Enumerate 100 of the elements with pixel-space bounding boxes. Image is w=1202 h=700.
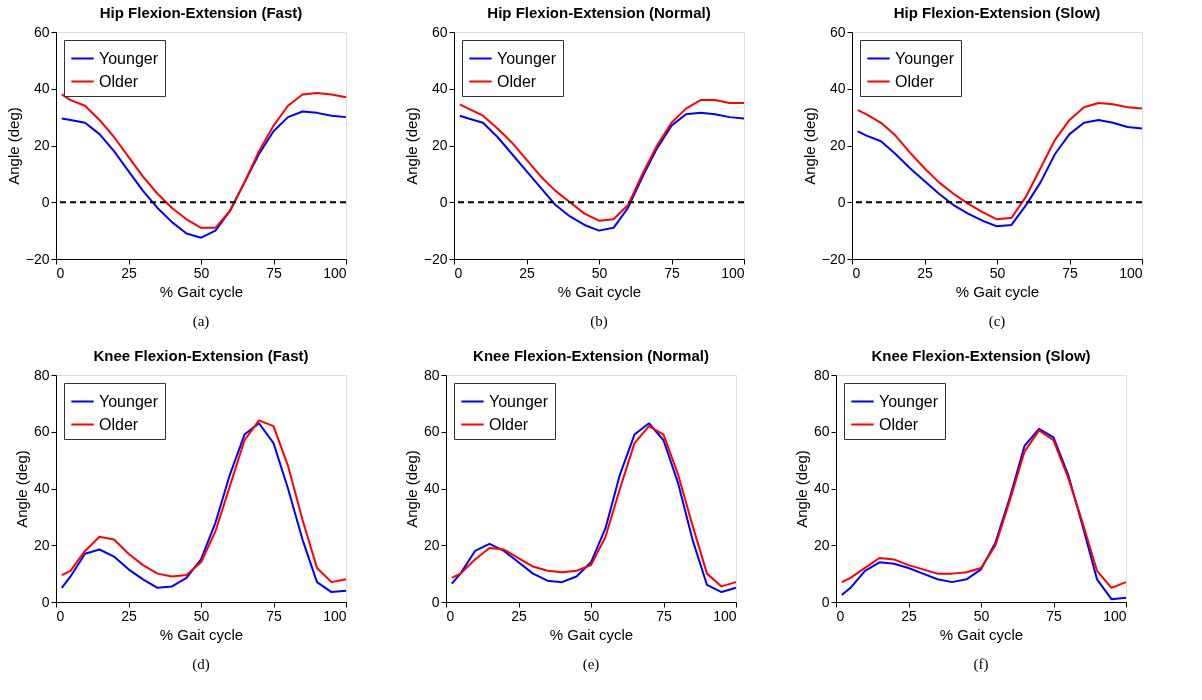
y-tick-label: 40	[431, 80, 448, 97]
y-tick-label: 60	[829, 23, 846, 40]
y-tick-label: 20	[431, 137, 448, 153]
x-tick-label: 25	[511, 607, 527, 624]
x-tick-label: 50	[989, 264, 1006, 281]
text: (b)	[590, 313, 608, 330]
x-tick-label: 75	[1046, 607, 1062, 624]
text: (e)	[582, 656, 600, 673]
line-series	[458, 99, 745, 222]
x-tick-label: 100	[713, 607, 737, 624]
y-tick-label: 80	[33, 366, 50, 383]
y-tick-label: 0	[41, 593, 50, 610]
line-series	[60, 110, 347, 239]
y-tick-label: 20	[33, 536, 50, 553]
legend-label: Younger	[489, 392, 549, 410]
legend-label: Younger	[895, 49, 955, 67]
x-tick-label: 100	[323, 607, 347, 624]
text: (f)	[973, 656, 989, 673]
y-tick-label: 40	[423, 480, 440, 496]
text: (d)	[192, 656, 210, 673]
y-axis-title: Angle (deg)	[4, 107, 22, 185]
y-tick-label: 0	[821, 593, 830, 610]
x-axis-title: % Gait cycle	[939, 625, 1024, 643]
y-tick-label: 40	[33, 80, 50, 97]
x-tick-label: 75	[266, 264, 282, 281]
legend-label: Younger	[99, 392, 159, 410]
x-tick-label: 100	[1119, 264, 1143, 281]
x-tick-label: 0	[852, 264, 861, 281]
y-tick-label: 60	[431, 23, 448, 40]
chart-title: Knee Flexion-Extension (Fast)	[93, 347, 309, 364]
y-tick-label: 0	[41, 193, 50, 210]
legend-label: Older	[879, 415, 919, 433]
y-tick-label: 20	[829, 137, 846, 153]
text: (c)	[988, 313, 1006, 330]
y-tick-label: 20	[423, 536, 440, 553]
x-axis-title: % Gait cycle	[159, 625, 244, 643]
legend-label: Older	[895, 72, 935, 90]
y-axis-title: Angle (deg)	[402, 450, 420, 528]
y-tick-label: 40	[813, 480, 830, 496]
y-tick-label: 0	[431, 593, 440, 610]
text: (a)	[192, 313, 210, 330]
y-axis-title: Angle (deg)	[12, 450, 30, 528]
x-tick-label: 25	[121, 607, 137, 624]
chart-title: Hip Flexion-Extension (Fast)	[99, 4, 303, 21]
y-tick-label: 20	[813, 536, 830, 553]
x-tick-label: 50	[193, 607, 210, 624]
x-tick-label: 0	[454, 264, 463, 281]
y-tick-label: 60	[813, 423, 830, 440]
x-axis-title: % Gait cycle	[159, 282, 244, 300]
x-tick-label: 50	[193, 264, 210, 281]
x-tick-label: 100	[1103, 607, 1127, 624]
chart-title: Knee Flexion-Extension (Slow)	[871, 347, 1091, 364]
legend-label: Older	[497, 72, 537, 90]
y-tick-label: 20	[33, 137, 50, 153]
x-axis-title: % Gait cycle	[557, 282, 642, 300]
x-tick-label: 75	[664, 264, 680, 281]
x-tick-label: 0	[56, 264, 65, 281]
x-axis-title: % Gait cycle	[549, 625, 634, 643]
y-tick-label: −20	[25, 250, 50, 267]
x-tick-label: 50	[591, 264, 608, 281]
legend-label: Younger	[497, 49, 557, 67]
y-axis-title: Angle (deg)	[800, 107, 818, 185]
y-tick-label: −20	[423, 250, 448, 267]
x-tick-label: 0	[56, 607, 65, 624]
x-tick-label: 75	[266, 607, 282, 624]
y-tick-label: 40	[829, 80, 846, 97]
y-axis-title: Angle (deg)	[792, 450, 810, 528]
x-tick-label: 50	[973, 607, 990, 624]
y-axis-title: Angle (deg)	[402, 107, 420, 185]
y-tick-label: 60	[423, 423, 440, 440]
line-series	[458, 111, 745, 232]
x-tick-label: 100	[323, 264, 347, 281]
x-tick-label: 25	[917, 264, 933, 281]
x-tick-label: 50	[583, 607, 600, 624]
legend-label: Younger	[879, 392, 939, 410]
y-tick-label: 0	[837, 193, 846, 210]
line-series	[60, 92, 347, 229]
chart-title: Hip Flexion-Extension (Slow)	[893, 4, 1101, 21]
y-tick-label: 0	[439, 193, 448, 210]
x-tick-label: 75	[656, 607, 672, 624]
y-tick-label: 80	[423, 366, 440, 383]
chart-title: Hip Flexion-Extension (Normal)	[487, 4, 711, 21]
line-series	[856, 118, 1143, 228]
line-series	[856, 101, 1143, 221]
legend-label: Older	[99, 415, 139, 433]
y-tick-label: −20	[821, 250, 846, 267]
y-tick-label: 40	[33, 480, 50, 496]
chart-title: Knee Flexion-Extension (Normal)	[473, 347, 709, 364]
legend-label: Older	[489, 415, 529, 433]
x-tick-label: 25	[901, 607, 917, 624]
x-tick-label: 100	[721, 264, 745, 281]
y-tick-label: 80	[813, 366, 830, 383]
x-tick-label: 25	[519, 264, 535, 281]
x-tick-label: 25	[121, 264, 137, 281]
x-tick-label: 75	[1062, 264, 1078, 281]
y-tick-label: 60	[33, 423, 50, 440]
legend-label: Younger	[99, 49, 159, 67]
y-tick-label: 60	[33, 23, 50, 40]
legend-label: Older	[99, 72, 139, 90]
x-axis-title: % Gait cycle	[955, 282, 1040, 300]
